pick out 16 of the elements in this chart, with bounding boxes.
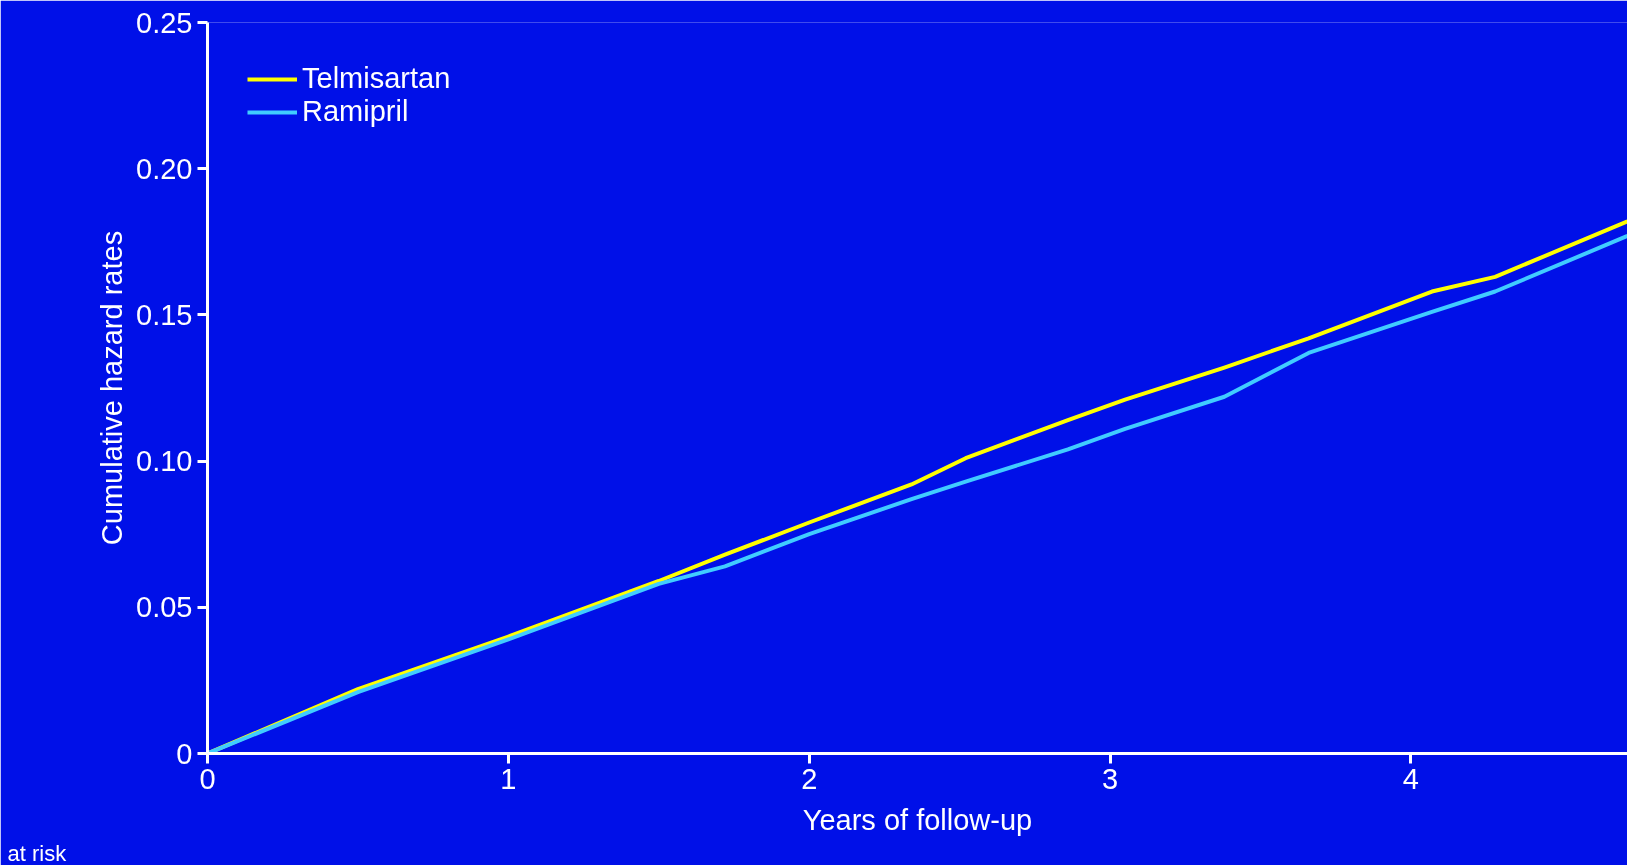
x-tick-label: 3 — [1101, 762, 1119, 795]
legend-label: Ramipril — [302, 95, 409, 128]
y-tick-label: 0.10 — [136, 445, 193, 478]
legend-label: Telmisartan — [302, 62, 451, 95]
x-tick-label: 2 — [801, 762, 818, 795]
y-tick-label: 0.20 — [136, 152, 193, 185]
y-tick-label: 0.05 — [136, 591, 193, 624]
x-tick-label: 0 — [199, 762, 216, 795]
text: at risk — [7, 840, 68, 865]
y-tick-label: 0 — [176, 737, 193, 770]
y-tick-label: 0.15 — [136, 298, 193, 331]
x-tick-label: 1 — [500, 762, 517, 795]
x-tick-label: 4 — [1402, 762, 1419, 795]
y-axis-title: Cumulative hazard rates — [96, 230, 129, 546]
x-axis-title: Years of follow-up — [802, 803, 1033, 836]
y-tick-label: 0.25 — [136, 6, 193, 39]
